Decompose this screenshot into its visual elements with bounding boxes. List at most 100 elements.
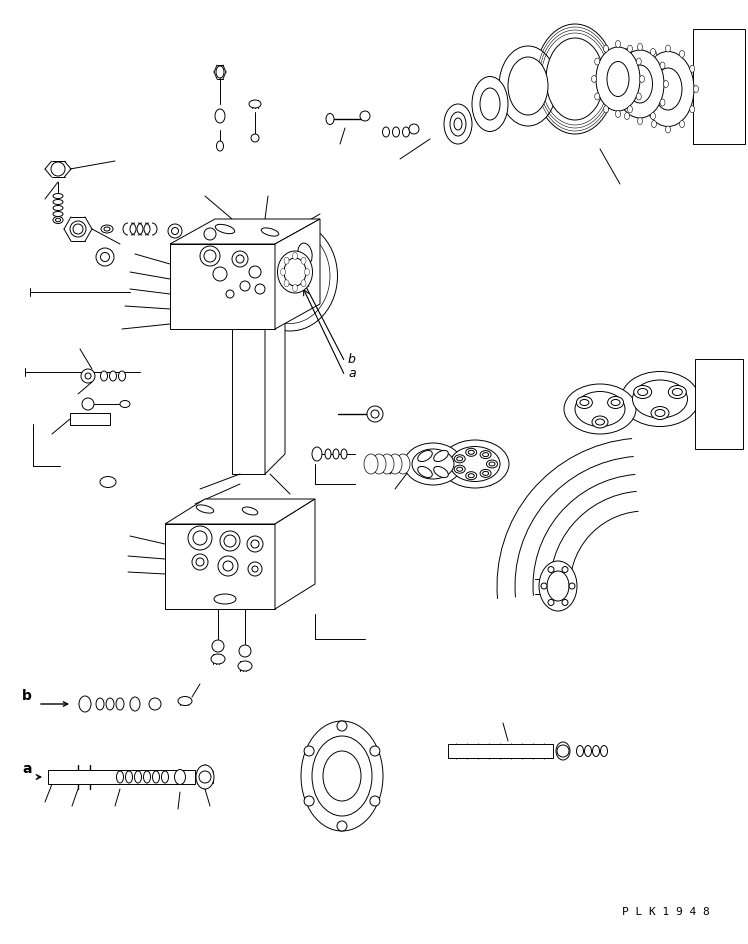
Circle shape [218,556,238,577]
Ellipse shape [615,100,620,107]
Circle shape [192,554,208,570]
Ellipse shape [304,269,310,277]
Circle shape [51,162,65,177]
Circle shape [252,566,258,572]
Circle shape [337,721,347,732]
Ellipse shape [679,122,684,128]
Ellipse shape [79,697,91,712]
Ellipse shape [628,46,633,53]
Circle shape [255,285,265,295]
Ellipse shape [196,766,214,789]
Circle shape [239,646,251,657]
Text: a: a [22,761,31,775]
Ellipse shape [468,451,474,455]
Ellipse shape [292,285,298,293]
Ellipse shape [216,67,224,79]
Circle shape [295,279,305,290]
Ellipse shape [486,461,497,468]
Ellipse shape [117,771,123,784]
Ellipse shape [450,113,466,137]
Ellipse shape [633,380,687,418]
Ellipse shape [651,407,669,420]
Circle shape [70,222,86,238]
Ellipse shape [298,244,312,265]
Ellipse shape [480,89,500,121]
Ellipse shape [482,453,488,457]
Ellipse shape [153,771,159,784]
Circle shape [149,699,161,710]
Circle shape [73,225,83,235]
Ellipse shape [690,107,695,113]
Ellipse shape [660,63,665,70]
Ellipse shape [434,467,448,478]
Circle shape [248,563,262,577]
Ellipse shape [216,142,224,152]
Ellipse shape [641,107,646,113]
Ellipse shape [693,87,699,93]
Ellipse shape [607,397,624,409]
Circle shape [251,135,259,143]
Ellipse shape [454,455,465,464]
Ellipse shape [326,114,334,126]
Ellipse shape [499,47,557,126]
Circle shape [232,252,248,268]
Text: b: b [348,353,356,365]
Ellipse shape [634,386,652,399]
Ellipse shape [55,219,61,223]
Ellipse shape [482,472,488,476]
Ellipse shape [53,200,63,205]
Ellipse shape [53,212,63,217]
Bar [70,413,110,426]
Circle shape [81,370,95,383]
Ellipse shape [625,113,630,121]
Circle shape [204,228,216,241]
Ellipse shape [100,372,108,381]
Ellipse shape [100,477,116,488]
Ellipse shape [666,126,670,134]
Circle shape [196,559,204,566]
Text: b: b [22,688,32,702]
Ellipse shape [468,474,474,479]
Bar [695,360,743,449]
Ellipse shape [101,226,113,234]
Polygon shape [170,220,320,244]
Ellipse shape [547,571,569,601]
Ellipse shape [637,93,641,101]
Polygon shape [175,225,280,325]
Ellipse shape [535,25,615,135]
Ellipse shape [584,746,592,757]
Circle shape [557,745,569,757]
Ellipse shape [616,42,621,48]
Ellipse shape [144,771,150,784]
Ellipse shape [612,81,616,89]
Circle shape [188,527,212,550]
Circle shape [367,407,383,423]
Circle shape [171,228,179,235]
Ellipse shape [663,81,669,89]
Circle shape [562,599,568,606]
Polygon shape [265,310,285,475]
Ellipse shape [130,698,140,711]
Circle shape [236,256,244,263]
Ellipse shape [601,746,607,757]
Ellipse shape [672,389,682,396]
Ellipse shape [215,225,235,234]
Ellipse shape [596,48,640,112]
Ellipse shape [580,400,589,406]
Ellipse shape [564,384,636,434]
Ellipse shape [450,447,500,482]
Circle shape [199,771,211,784]
Ellipse shape [577,397,592,409]
Ellipse shape [215,110,225,124]
Circle shape [569,583,575,589]
Circle shape [304,796,314,806]
Ellipse shape [652,122,657,128]
Circle shape [204,251,216,262]
Circle shape [220,531,240,551]
Ellipse shape [96,699,104,710]
Ellipse shape [480,451,491,459]
Polygon shape [232,329,265,475]
Circle shape [85,374,91,379]
Circle shape [370,746,380,756]
Ellipse shape [211,654,225,665]
